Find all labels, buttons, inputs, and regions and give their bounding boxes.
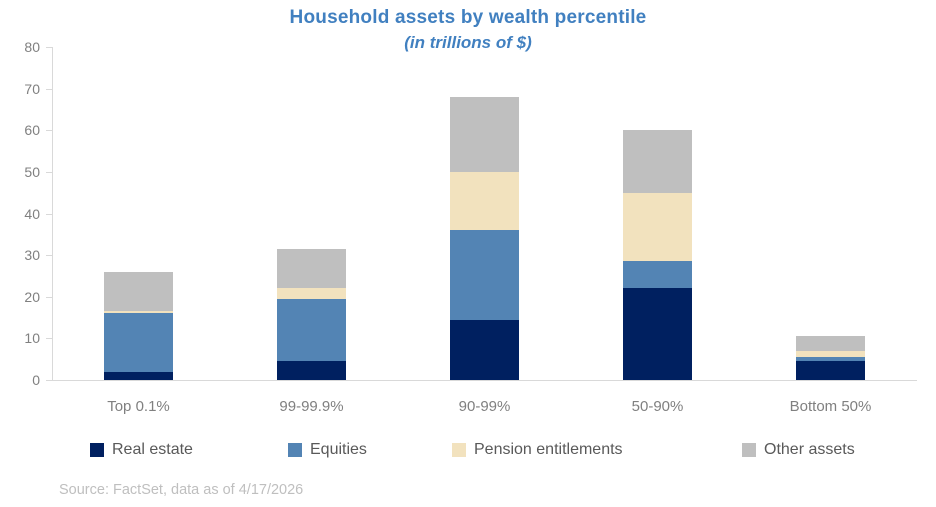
legend-item-other-assets: Other assets	[742, 440, 855, 460]
y-axis-tick-label: 80	[24, 39, 40, 55]
bar-segment-equities-top-0.1-	[104, 313, 173, 372]
legend-swatch-icon	[742, 443, 756, 457]
legend-swatch-icon	[90, 443, 104, 457]
y-axis-tick	[46, 47, 52, 48]
y-axis-tick-label: 10	[24, 330, 40, 347]
y-axis-tick-label: 0	[32, 372, 40, 388]
bar-segment-other-assets-bottom-50-	[796, 336, 865, 351]
bar-segment-real-estate-90-99-	[450, 319, 519, 380]
bar-segment-pension-entitlements-50-90-	[623, 192, 692, 262]
x-category-label: 90-99%	[458, 398, 511, 415]
y-axis-tick	[46, 338, 52, 340]
y-axis-tick	[46, 171, 52, 173]
chart-title: Household assets by wealth percentile	[289, 7, 647, 28]
legend-swatch-icon	[452, 443, 466, 457]
bar-segment-real-estate-bottom-50-	[796, 361, 865, 380]
source-note: Source: FactSet, data as of 4/17/2026	[59, 482, 304, 498]
legend: Real estate Equities Pension entitlements O…	[0, 440, 936, 462]
bar-segment-real-estate-50-90-	[623, 288, 692, 380]
legend-item-real-estate: Real estate	[90, 440, 193, 460]
bar-segment-pension-entitlements-90-99-	[450, 171, 519, 231]
y-axis-tick	[46, 213, 52, 215]
y-axis-line	[52, 47, 53, 380]
bar-segment-pension-entitlements-bottom-50-	[796, 350, 865, 358]
y-axis-tick	[46, 380, 52, 381]
y-axis-tick-label: 20	[24, 288, 40, 305]
x-category-label: 99-99.9%	[279, 398, 344, 415]
bar-segment-other-assets-50-90-	[623, 130, 692, 193]
bar-segment-other-assets-90-99-	[450, 96, 519, 172]
y-axis-tick-label: 70	[24, 80, 40, 97]
x-category-label: Bottom 50%	[789, 398, 872, 415]
x-category-label: Top 0.1%	[107, 398, 170, 415]
y-axis-tick-label: 50	[24, 163, 40, 180]
bar-segment-equities-99-99.9-	[277, 298, 346, 362]
y-axis-tick	[46, 296, 52, 298]
x-axis-line	[51, 380, 917, 381]
legend-label: Equities	[310, 441, 367, 458]
legend-swatch-icon	[288, 443, 302, 457]
legend-label: Real estate	[112, 441, 193, 458]
chart-subtitle: (in trillions of $)	[404, 33, 532, 52]
y-axis-tick	[46, 88, 52, 90]
bar-segment-real-estate-99-99.9-	[277, 361, 346, 380]
bar-segment-other-assets-99-99.9-	[277, 248, 346, 289]
legend-label: Other assets	[764, 441, 855, 458]
bar-segment-other-assets-top-0.1-	[104, 271, 173, 312]
y-axis-tick-label: 40	[24, 205, 40, 222]
bar-segment-real-estate-top-0.1-	[104, 371, 173, 380]
y-axis-tick-label: 30	[24, 247, 40, 264]
bar-segment-equities-90-99-	[450, 230, 519, 320]
x-category-label: 50-90%	[631, 398, 684, 415]
y-axis-tick	[46, 255, 52, 257]
y-axis-tick	[46, 130, 52, 132]
bar-segment-pension-entitlements-top-0.1-	[104, 311, 173, 314]
legend-label: Pension entitlements	[474, 441, 623, 458]
bar-segment-equities-50-90-	[623, 261, 692, 289]
bar-segment-equities-bottom-50-	[796, 357, 865, 362]
legend-item-pension-entitlements: Pension entitlements	[452, 440, 623, 460]
legend-item-equities: Equities	[288, 440, 367, 460]
bar-segment-pension-entitlements-99-99.9-	[277, 288, 346, 299]
y-axis-tick-label: 60	[24, 122, 40, 139]
